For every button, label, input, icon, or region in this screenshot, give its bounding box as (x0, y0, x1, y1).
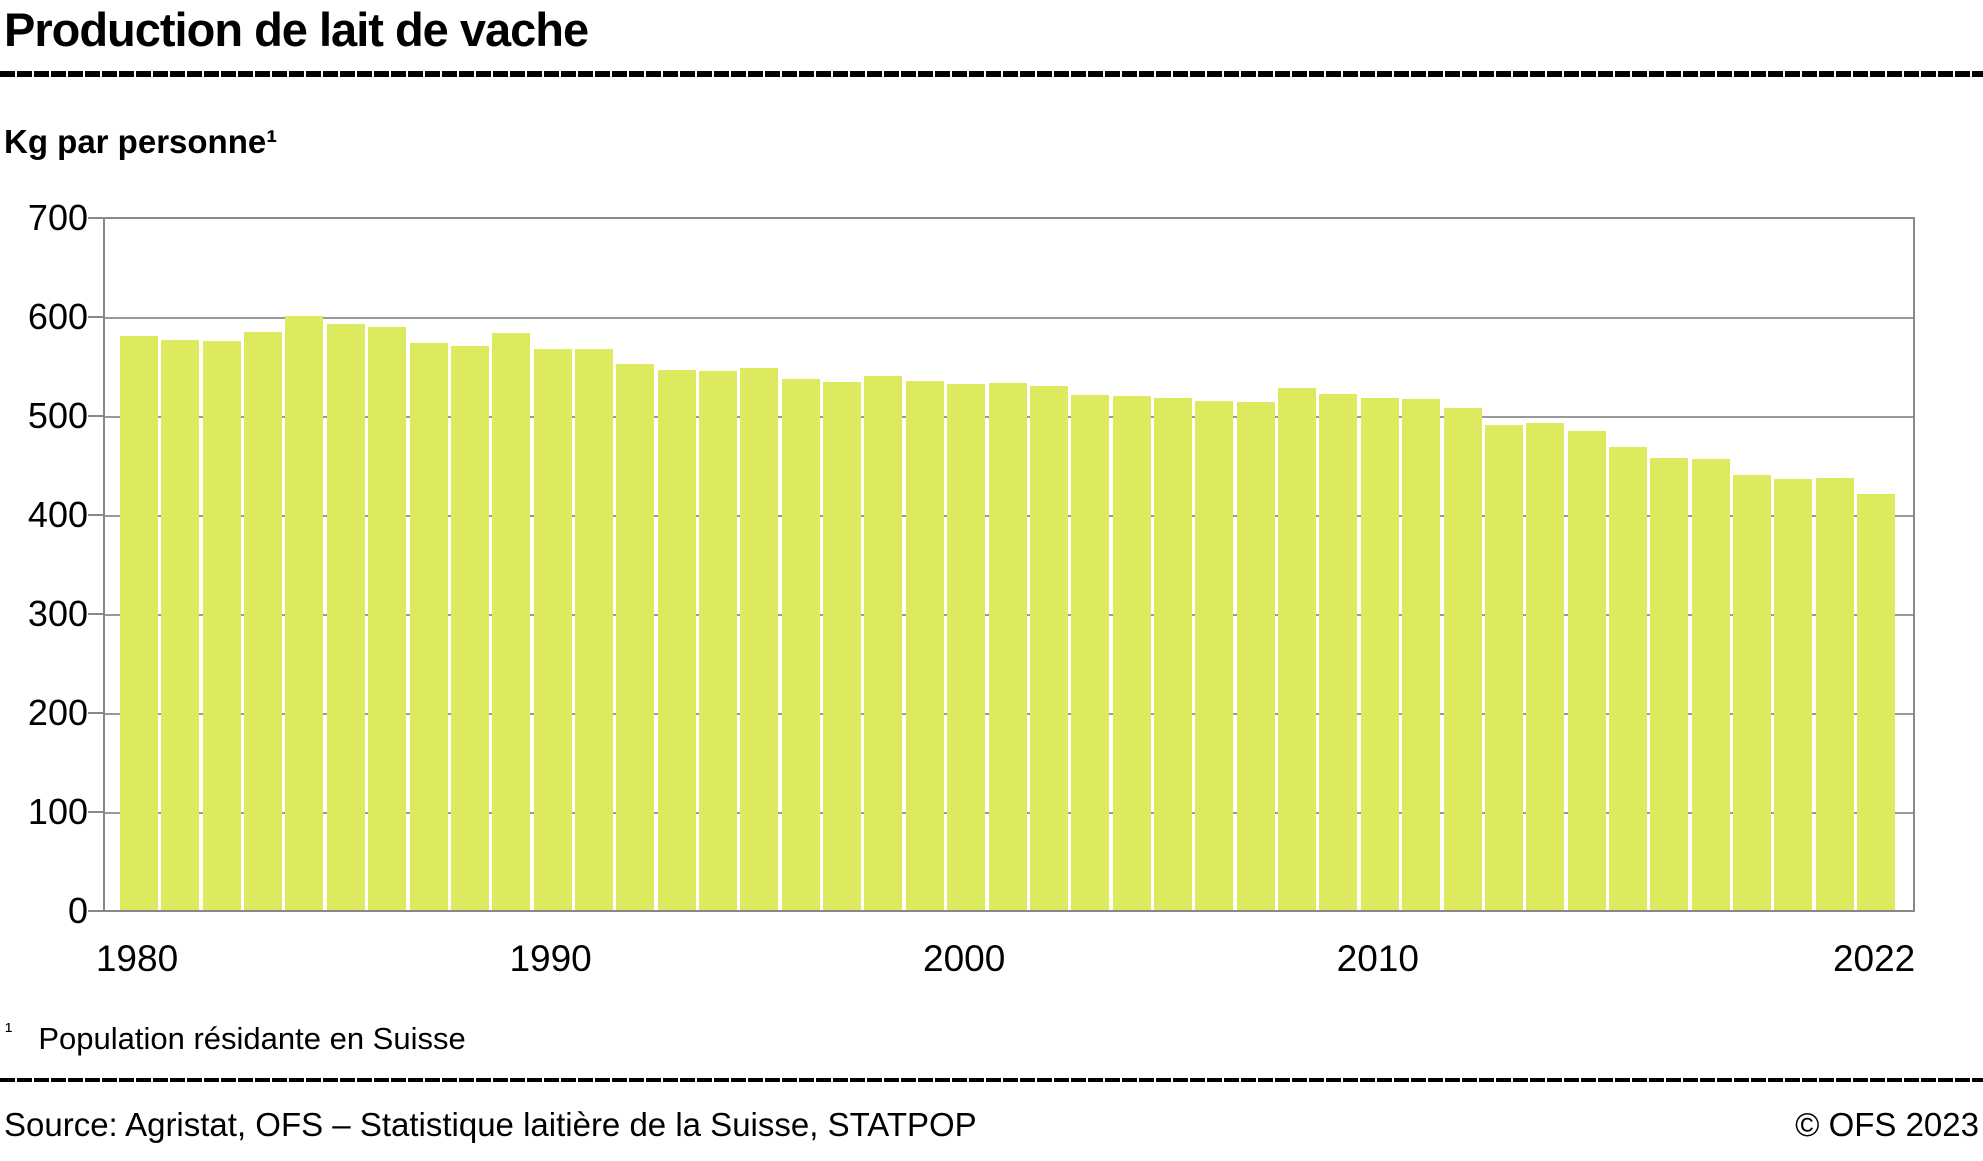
y-axis-label-100: 100 (27, 791, 88, 832)
bar-1984 (285, 316, 324, 910)
y-axis-label-600: 600 (27, 296, 88, 337)
bar-2003 (1071, 395, 1110, 910)
bar-2018 (1691, 458, 1730, 910)
x-axis-label-2010: 2010 (1336, 938, 1419, 979)
bar-2019 (1733, 475, 1772, 910)
y-axis-label-500: 500 (27, 395, 88, 436)
y-axis-label-700: 700 (27, 197, 88, 238)
bar-2001 (988, 383, 1027, 910)
bar-2016 (1608, 446, 1647, 910)
bar-1992 (616, 363, 655, 910)
bar-1996 (781, 379, 820, 910)
bar-1986 (368, 326, 407, 910)
x-axis-label-2022: 2022 (1832, 938, 1916, 979)
y-axis-tick-200 (88, 712, 103, 714)
bar-2013 (1484, 424, 1523, 910)
bar-2014 (1526, 422, 1565, 910)
y-axis-tick-0 (88, 910, 103, 912)
bar-2010 (1360, 398, 1399, 910)
y-axis-label-0: 0 (67, 890, 88, 931)
copyright-text: © OFS 2023 (1795, 1106, 1979, 1143)
bar-2004 (1112, 396, 1151, 910)
bar-1998 (864, 376, 903, 910)
footer-divider (0, 1078, 1983, 1082)
y-axis-tick-100 (88, 811, 103, 813)
bar-1997 (823, 382, 862, 910)
y-axis-label-200: 200 (27, 692, 88, 733)
gridline-600 (105, 317, 1913, 319)
x-axis-label-1980: 1980 (95, 938, 179, 979)
bar-2007 (1236, 402, 1275, 910)
title-divider (0, 71, 1983, 77)
bar-2002 (1029, 386, 1068, 910)
bar-1993 (657, 370, 696, 910)
bar-2021 (1815, 478, 1854, 910)
bar-1994 (699, 371, 738, 910)
x-axis-label-2000: 2000 (923, 938, 1006, 979)
y-axis-tick-300 (88, 613, 103, 615)
chart-subtitle: Kg par personne¹ (4, 123, 278, 160)
bar-1995 (740, 368, 779, 910)
bar-1983 (244, 331, 283, 910)
bar-1987 (409, 342, 448, 910)
bar-2017 (1650, 457, 1689, 910)
source-line: Source: Agristat, OFS – Statistique lait… (4, 1106, 1979, 1144)
bar-1980 (120, 335, 158, 910)
bar-1982 (202, 340, 241, 910)
bar-2009 (1319, 394, 1358, 910)
footnote-text: Population résidante en Suisse (38, 1021, 466, 1057)
page-title: Production de lait de vache (4, 3, 589, 56)
y-axis-tick-700 (88, 217, 103, 219)
footnote-marker: ¹ (5, 1018, 13, 1043)
y-axis-tick-500 (88, 415, 103, 417)
bar-2012 (1443, 408, 1482, 910)
y-axis-tick-600 (88, 316, 103, 318)
bar-1985 (326, 323, 365, 910)
bar-1999 (905, 381, 944, 910)
bar-2006 (1195, 401, 1234, 910)
bar-1981 (161, 339, 200, 910)
source-text: Source: Agristat, OFS – Statistique lait… (4, 1106, 977, 1143)
y-axis-tick-400 (88, 514, 103, 516)
bar-2000 (947, 384, 986, 910)
plot-area (103, 217, 1915, 912)
bar-2020 (1774, 479, 1813, 910)
bar-2022 (1857, 494, 1896, 910)
bar-2011 (1402, 399, 1441, 910)
x-axis-label-1990: 1990 (509, 938, 592, 979)
footnote: ¹ Population résidante en Suisse (5, 1018, 466, 1057)
bar-2008 (1278, 388, 1317, 910)
bar-1990 (533, 348, 572, 910)
y-axis-label-400: 400 (27, 494, 88, 535)
bar-2005 (1154, 398, 1192, 910)
y-axis-label-300: 300 (27, 593, 88, 634)
bar-1989 (492, 332, 531, 910)
bar-2015 (1567, 430, 1606, 910)
bar-1991 (574, 348, 613, 910)
bar-1988 (450, 345, 489, 910)
